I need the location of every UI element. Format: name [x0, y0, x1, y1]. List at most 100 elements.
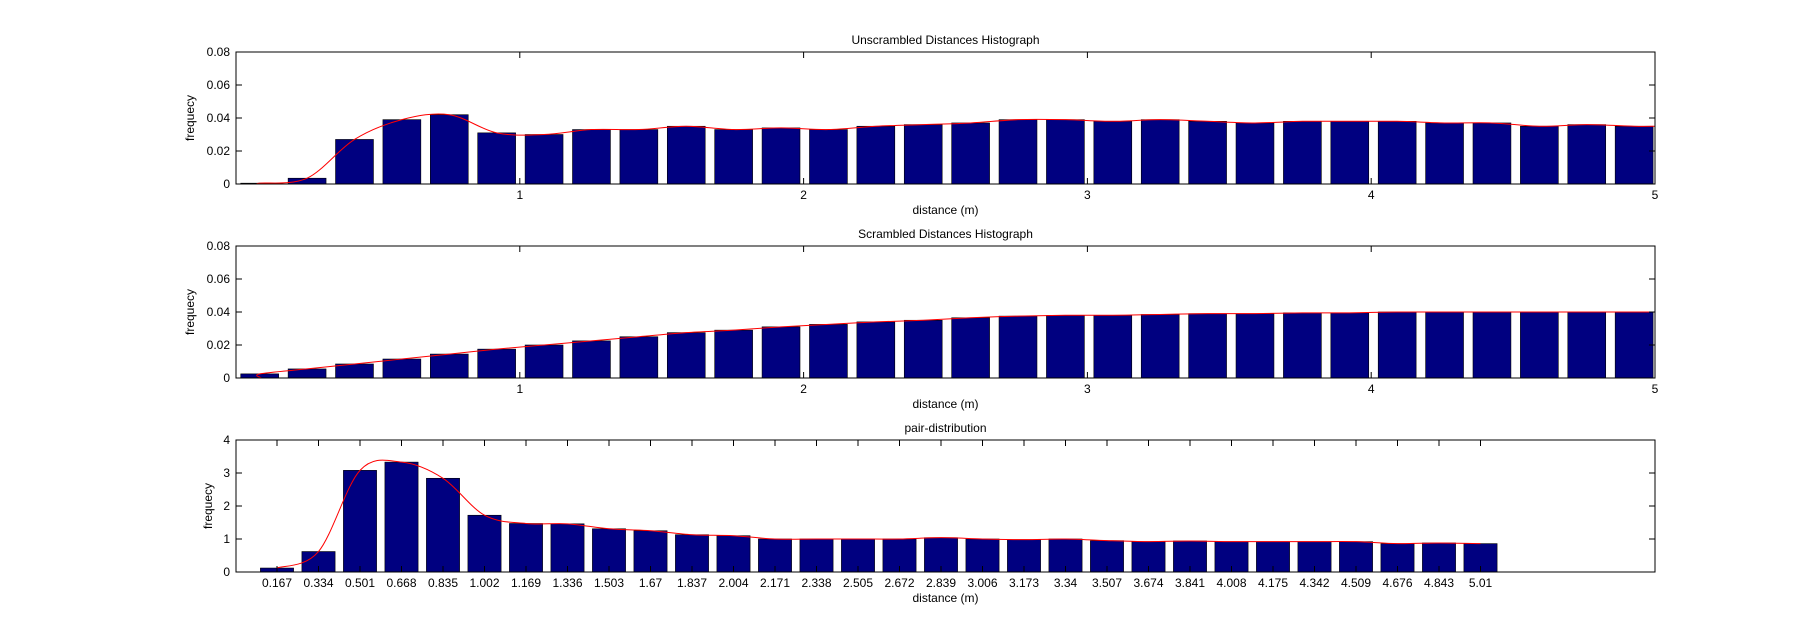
chart-title: Unscrambled Distances Histograph	[851, 33, 1039, 47]
x-tick-label: 0.668	[386, 576, 416, 590]
bar	[1188, 121, 1227, 185]
x-tick-label: 2.505	[843, 576, 873, 590]
bar	[384, 461, 419, 573]
bar	[524, 134, 564, 185]
y-tick-label: 1	[223, 532, 230, 546]
x-tick-label: 4.008	[1216, 576, 1246, 590]
bar	[951, 317, 990, 379]
bar	[1330, 312, 1370, 379]
bar	[1614, 125, 1654, 185]
x-tick-label: 3	[1084, 382, 1091, 396]
x-tick-label: 1.67	[639, 576, 663, 590]
x-axis-label: distance (m)	[912, 203, 978, 217]
bar	[426, 477, 460, 573]
x-tick-label: 0.334	[303, 576, 333, 590]
x-tick-label: 2.004	[718, 576, 748, 590]
x-tick-label: 1	[516, 188, 523, 202]
bar	[1567, 311, 1607, 379]
y-tick-label: 3	[223, 466, 230, 480]
x-tick-label: 1.503	[594, 576, 624, 590]
bar	[903, 124, 943, 185]
bar	[633, 530, 668, 573]
bar	[572, 129, 611, 185]
bar	[856, 321, 896, 379]
bar	[1188, 313, 1227, 379]
x-tick-label: 2	[800, 188, 807, 202]
y-tick-label: 0.02	[207, 338, 231, 352]
bar	[951, 122, 990, 185]
bar	[1140, 119, 1180, 185]
chart-title: Scrambled Distances Histograph	[858, 227, 1033, 241]
bar	[1093, 314, 1133, 379]
bar	[714, 329, 753, 379]
bar	[1377, 311, 1417, 379]
series-line	[256, 113, 1656, 185]
bar	[761, 326, 801, 379]
bar	[1425, 311, 1464, 379]
x-tick-label: 4.342	[1299, 576, 1329, 590]
bar	[382, 119, 422, 185]
x-tick-label: 1.169	[511, 576, 541, 590]
bar	[619, 129, 659, 185]
x-tick-label: 3.841	[1175, 576, 1205, 590]
x-tick-label: 1.336	[552, 576, 582, 590]
bar	[335, 363, 374, 379]
bar	[430, 353, 469, 379]
bar	[1614, 311, 1654, 379]
x-tick-label: 1.002	[469, 576, 499, 590]
y-tick-label: 4	[223, 433, 230, 447]
bar	[592, 528, 626, 573]
bar	[1283, 312, 1322, 379]
bar	[998, 119, 1038, 185]
x-tick-label: 2.672	[884, 576, 914, 590]
bar	[430, 114, 469, 185]
bar	[856, 125, 896, 185]
bar	[1235, 313, 1275, 379]
bar	[1567, 124, 1607, 185]
y-tick-label: 0.04	[207, 111, 231, 125]
bar	[619, 336, 659, 379]
x-tick-label: 3.173	[1009, 576, 1039, 590]
x-tick-label: 2.338	[801, 576, 831, 590]
bar	[666, 332, 706, 379]
bar	[287, 177, 327, 185]
chart-title: pair-distribution	[904, 421, 986, 435]
x-tick-label: 4.175	[1258, 576, 1288, 590]
x-tick-label: 4.676	[1382, 576, 1412, 590]
bar	[903, 319, 943, 379]
bar	[1425, 122, 1464, 185]
bar	[1046, 314, 1085, 379]
chart-1: 0 0.02 0.04 0.06 0.08 1 2 3 4 5 Unscrambled Distan…	[183, 33, 1659, 217]
y-tick-label: 0.06	[207, 272, 231, 286]
bar	[1235, 122, 1275, 185]
bar	[550, 523, 585, 573]
bar	[509, 523, 543, 573]
x-tick-label: 1.837	[677, 576, 707, 590]
bar	[335, 139, 374, 185]
x-tick-label: 2	[800, 382, 807, 396]
x-axis-label: distance (m)	[912, 591, 978, 605]
bar	[1330, 121, 1370, 185]
x-tick-label: 1	[516, 382, 523, 396]
x-axis-label: distance (m)	[912, 397, 978, 411]
y-axis-label: frequecy	[201, 483, 215, 529]
x-tick-label: 0.501	[345, 576, 375, 590]
bar	[675, 534, 709, 573]
x-tick-label: 3.674	[1133, 576, 1163, 590]
x-tick-label: 0.835	[428, 576, 458, 590]
y-tick-label: 0.04	[207, 305, 231, 319]
x-tick-label: 0.167	[262, 576, 292, 590]
x-tick-label: 4.843	[1424, 576, 1454, 590]
x-tick-label: 4	[1368, 188, 1375, 202]
bar	[343, 470, 377, 573]
y-axis-label: frequecy	[183, 289, 197, 335]
x-tick-label: 2.839	[926, 576, 956, 590]
chart-3: 0 1 2 3 4 0.167 0.334 0.501 0.668 0.835 1.002 1.169…	[201, 421, 1656, 605]
x-tick-label: 5.01	[1469, 576, 1493, 590]
y-tick-label: 0	[223, 177, 230, 191]
bar	[1472, 122, 1512, 185]
x-tick-label: 3	[1084, 188, 1091, 202]
bar	[467, 514, 502, 573]
bar	[572, 340, 611, 379]
y-tick-label: 0.02	[207, 144, 231, 158]
